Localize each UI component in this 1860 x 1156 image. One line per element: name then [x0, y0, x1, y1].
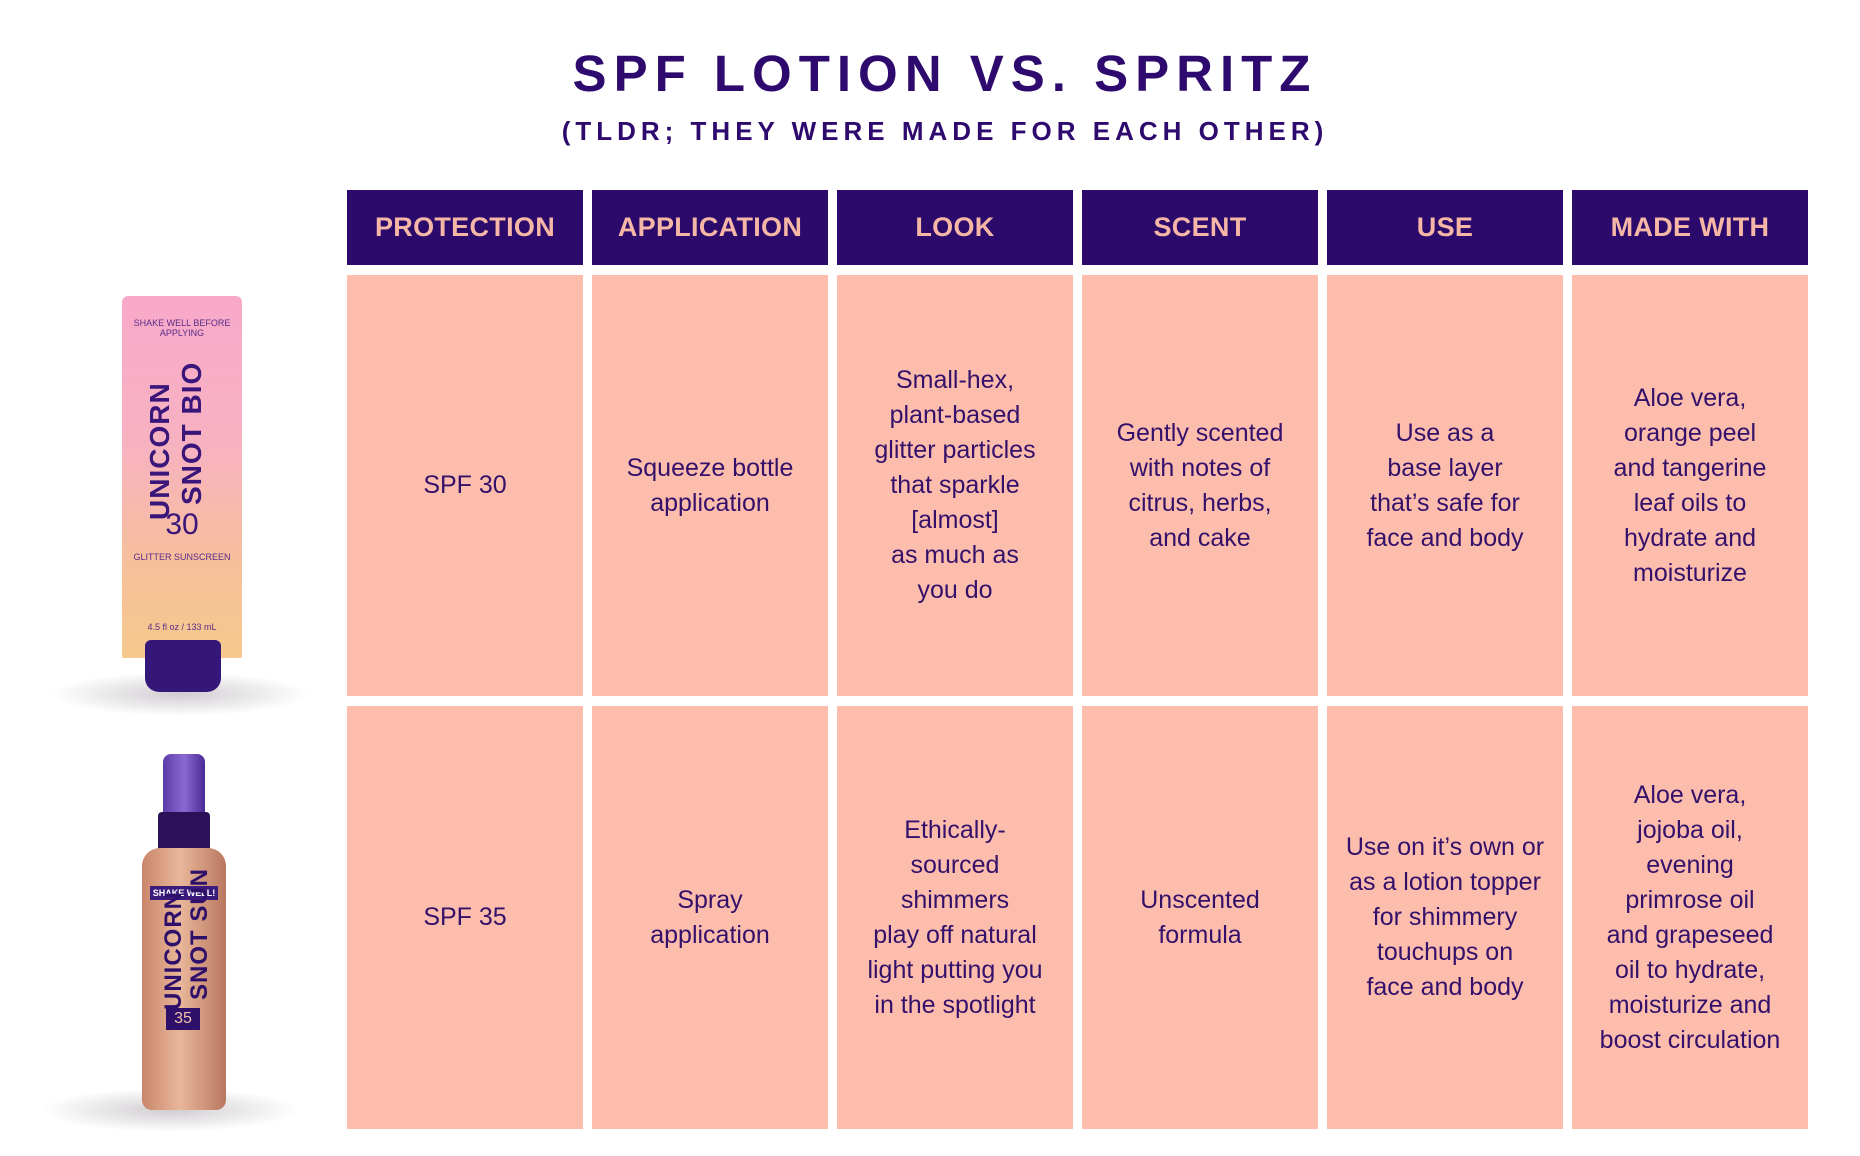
- lotion-spf-number: 30: [165, 508, 199, 541]
- column-header-scent: SCENT: [1082, 190, 1318, 265]
- column-header-use: USE: [1327, 190, 1563, 265]
- spray-scent-cell: Unscented formula: [1082, 706, 1318, 1129]
- spray-application-cell: Spray application: [592, 706, 828, 1129]
- spray-neck: [158, 812, 210, 852]
- lotion-size: 4.5 fl oz / 133 mL: [147, 622, 217, 632]
- lotion-application-cell: Squeeze bottle application: [592, 275, 828, 696]
- lotion-scent-cell: Gently scented with notes of citrus, her…: [1082, 275, 1318, 696]
- spray-spf-number: 35: [166, 1008, 200, 1030]
- lotion-made-with-cell: Aloe vera, orange peel and tangerine lea…: [1572, 275, 1808, 696]
- spray-band: SHAKE WELL!: [150, 886, 218, 900]
- column-header-application: APPLICATION: [592, 190, 828, 265]
- lotion-look-cell: Small-hex, plant-based glitter particles…: [837, 275, 1073, 696]
- spray-brand-line2: SNOT SUN: [186, 867, 213, 1000]
- lotion-desc: GLITTER SUNSCREEN: [133, 552, 231, 562]
- comparison-table: PROTECTION APPLICATION LOOK SCENT USE MA…: [347, 190, 1808, 1129]
- spray-protection-cell: SPF 35: [347, 706, 583, 1129]
- lotion-brand-line2: SNOT BIO: [176, 361, 207, 505]
- spray-cap: [163, 754, 205, 814]
- page-title: SPF LOTION VS. SPRITZ: [572, 45, 1318, 102]
- lotion-use-cell: Use as a base layer that’s safe for face…: [1327, 275, 1563, 696]
- lotion-protection-cell: SPF 30: [347, 275, 583, 696]
- lotion-tube: [122, 296, 242, 658]
- spray-made-with-cell: Aloe vera, jojoba oil, evening primrose …: [1572, 706, 1808, 1129]
- spray-look-cell: Ethically- sourced shimmers play off nat…: [837, 706, 1073, 1129]
- lotion-brand-line1: UNICORN: [144, 382, 175, 520]
- lotion-cap: [145, 640, 221, 692]
- spray-brand-line1: UNICORN: [160, 891, 187, 1010]
- column-header-look: LOOK: [837, 190, 1073, 265]
- page-subtitle: (TLDR; THEY WERE MADE FOR EACH OTHER): [561, 116, 1329, 146]
- column-header-made-with: MADE WITH: [1572, 190, 1808, 265]
- spray-use-cell: Use on it’s own or as a lotion topper fo…: [1327, 706, 1563, 1129]
- column-header-protection: PROTECTION: [347, 190, 583, 265]
- lotion-top-label: SHAKE WELL BEFORE APPLYING: [133, 318, 231, 338]
